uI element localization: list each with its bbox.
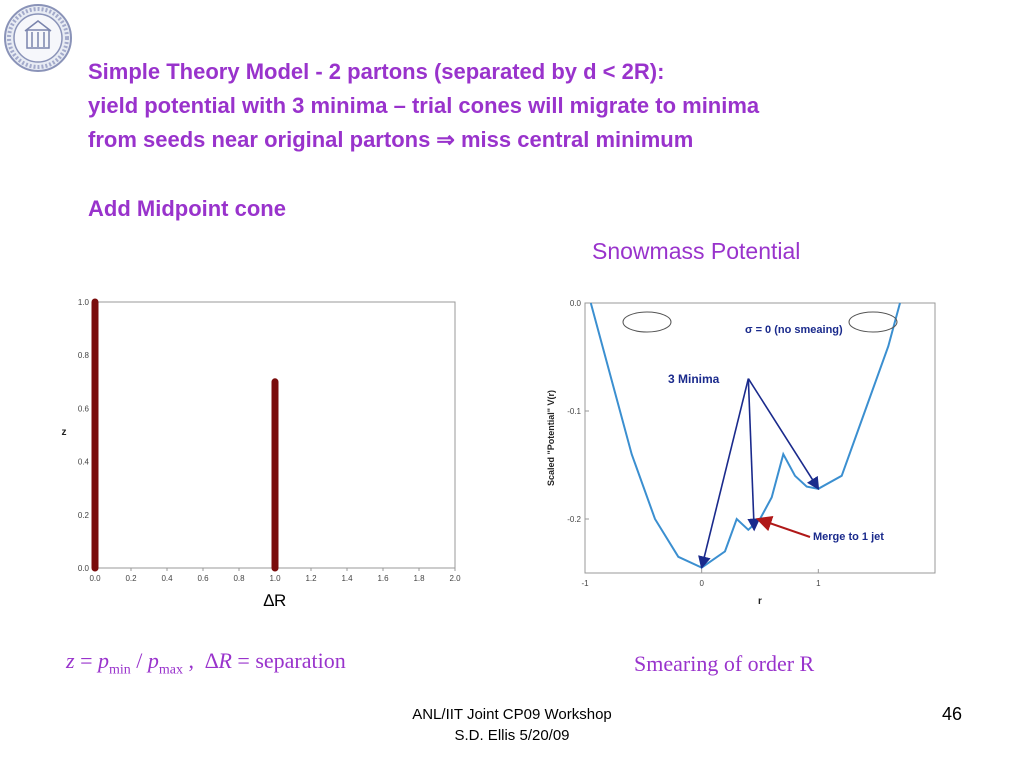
add-midpoint-heading: Add Midpoint cone — [88, 196, 286, 221]
x-tick-label: 1 — [816, 579, 821, 588]
x-tick-label: -1 — [581, 579, 589, 588]
x-tick-label: 1.0 — [269, 574, 281, 583]
x-tick-label: 0.6 — [197, 574, 209, 583]
university-seal-logo — [4, 4, 72, 72]
minimum-arrow — [698, 378, 750, 570]
smearing-caption: Smearing of order R — [634, 651, 815, 676]
y-axis-label: Scaled "Potential" V(r) — [546, 390, 556, 486]
min-subscript: min — [108, 662, 131, 678]
y-axis-label: z — [62, 427, 67, 438]
footer-line-1: ANL/IIT Joint CP09 Workshop — [412, 706, 612, 723]
x-tick-label: 0.2 — [125, 574, 137, 583]
smearing-ellipse-left — [622, 311, 672, 333]
x-tick-label: 0 — [699, 579, 704, 588]
merge-arrow — [755, 515, 811, 538]
p-symbol-2: p — [147, 648, 159, 673]
x-tick-label: 0.4 — [161, 574, 173, 583]
comma: , — [183, 648, 195, 673]
y-tick-label: 0.8 — [78, 351, 90, 360]
footer-line-2: S.D. Ellis 5/20/09 — [454, 727, 570, 744]
minimum-arrow — [747, 378, 761, 532]
max-subscript: max — [158, 662, 183, 678]
merge-note: Merge to 1 jet — [813, 531, 884, 543]
footer: ANL/IIT Joint CP09 Workshop S.D. Ellis 5… — [0, 704, 1024, 746]
headline-line-1: Simple Theory Model - 2 partons (separat… — [88, 59, 665, 84]
x-axis-label: ∆R — [264, 591, 287, 610]
smearing-ellipse-right — [848, 311, 898, 333]
y-tick-label: 0.2 — [78, 511, 90, 520]
x-tick-label: 1.6 — [377, 574, 389, 583]
y-tick-label: 0.0 — [570, 299, 582, 308]
equals-sign: = — [74, 648, 98, 673]
x-tick-label: 0.8 — [233, 574, 245, 583]
y-tick-label: 1.0 — [78, 298, 90, 307]
x-tick-label: 2.0 — [449, 574, 461, 583]
x-tick-label: 1.8 — [413, 574, 425, 583]
y-tick-label: -0.1 — [567, 407, 581, 416]
x-axis-label: r — [758, 596, 762, 607]
x-tick-label: 0.0 — [89, 574, 101, 583]
y-tick-label: 0.6 — [78, 404, 90, 413]
minimum-arrow — [747, 378, 820, 491]
three-minima-label: 3 Minima — [668, 372, 720, 386]
delta-r-symbol: ∆R — [205, 648, 232, 673]
p-symbol-1: p — [97, 648, 109, 673]
x-tick-label: 1.2 — [305, 574, 317, 583]
fraction-slash: / — [130, 648, 148, 673]
slide-number: 46 — [941, 704, 962, 724]
separation-text: = separation — [231, 648, 346, 673]
z-symbol: z — [66, 648, 75, 673]
y-tick-label: -0.2 — [567, 515, 581, 524]
y-tick-label: 0.0 — [78, 564, 90, 573]
snowmass-potential-chart: 0.0 -0.1 -0.2 -1 0 1 σ = 0 (no smeaing) 3 Mi… — [546, 299, 936, 607]
z-definition-caption: z = pmin / pmax , ∆R = separation — [66, 648, 346, 678]
y-tick-label: 0.4 — [78, 458, 90, 467]
headline-line-2: yield potential with 3 minima – trial co… — [88, 93, 760, 118]
headline-line-3: from seeds near original partons ⇒ miss … — [88, 127, 694, 152]
x-tick-label: 1.4 — [341, 574, 353, 583]
snowmass-potential-title: Snowmass Potential — [592, 238, 801, 264]
parton-z-chart: 0.0 0.2 0.4 0.6 0.8 1.0 0.0 0.2 0.4 0.6 0.8 1.0 1.2… — [62, 298, 462, 610]
sigma-note: σ = 0 (no smeaing) — [745, 324, 843, 336]
